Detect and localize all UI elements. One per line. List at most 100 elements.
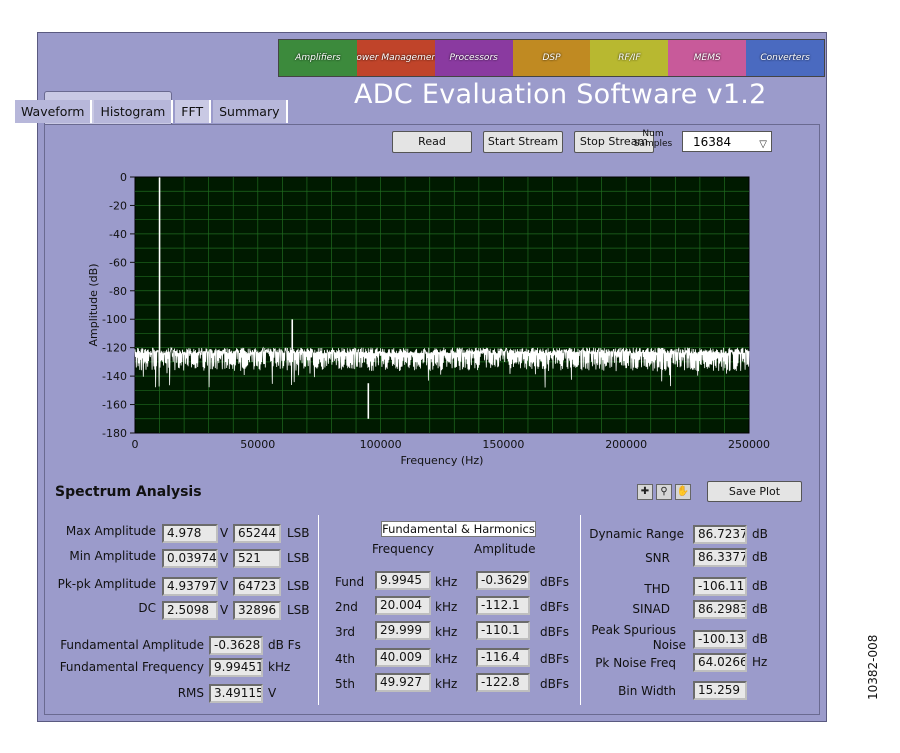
max-amplitude-lsb-field: 65244	[233, 524, 281, 543]
banner-segment: Power Management	[356, 40, 435, 76]
tab-summary[interactable]: Summary	[213, 100, 288, 123]
fundamental-amplitude-unit: dB Fs	[268, 638, 301, 652]
amplitude-header: Amplitude	[474, 542, 536, 556]
fundamental-harmonics-title: Fundamental & Harmonics	[381, 521, 536, 537]
peak-spurious-unit: dB	[752, 632, 768, 646]
max-amplitude-lsb-unit: LSB	[287, 526, 310, 540]
fundamental-frequency-field: 9.99451	[209, 658, 263, 677]
pkpk-amplitude-lsb-unit: LSB	[287, 579, 310, 593]
harmonic-amplitude-field: -112.1	[476, 596, 530, 615]
harmonic-amplitude-unit: dBFs	[540, 575, 570, 589]
dc-lsb-field: 32896	[233, 601, 281, 620]
banner-segment: Converters	[746, 40, 825, 76]
snr-field: 86.3377	[693, 548, 747, 567]
harmonic-frequency-field: 20.004	[375, 596, 431, 615]
pkpk-amplitude-v-field: 4.93797	[162, 577, 218, 596]
min-amplitude-lsb-field: 521	[233, 549, 281, 568]
harmonic-frequency-field: 29.999	[375, 621, 431, 640]
harmonic-amplitude-unit: dBFs	[540, 652, 570, 666]
min-amplitude-v-unit: V	[220, 551, 229, 565]
sinad-field: 86.2983	[693, 600, 747, 619]
fundamental-frequency-unit: kHz	[268, 660, 291, 674]
snr-label: SNR	[645, 551, 670, 565]
fundamental-amplitude-label: Fundamental Amplitude	[60, 638, 204, 652]
pan-hand-icon[interactable]: ✋	[675, 484, 691, 500]
harmonic-frequency-unit: kHz	[435, 625, 458, 639]
frequency-header: Frequency	[372, 542, 434, 556]
min-amplitude-label: Min Amplitude	[69, 549, 156, 563]
pk-noise-freq-unit: Hz	[752, 655, 768, 669]
rms-field: 3.49115	[209, 684, 263, 703]
harmonic-frequency-unit: kHz	[435, 652, 458, 666]
harmonic-label: Fund	[335, 575, 365, 589]
harmonic-frequency-unit: kHz	[435, 677, 458, 691]
dynamic-range-label: Dynamic Range	[589, 527, 684, 541]
figure-id: 10382-008	[866, 634, 880, 700]
harmonic-label: 3rd	[335, 625, 355, 639]
harmonic-frequency-unit: kHz	[435, 600, 458, 614]
dynamic-range-unit: dB	[752, 527, 768, 541]
banner-segment: RF/IF	[590, 40, 669, 76]
rms-label: RMS	[177, 686, 204, 700]
banner-segment: Processors	[434, 40, 513, 76]
banner-segment: DSP	[512, 40, 591, 76]
banner-segment: Amplifiers	[279, 40, 357, 76]
dropdown-arrow-icon[interactable]: ▽	[759, 139, 767, 150]
thd-unit: dB	[752, 579, 768, 593]
dc-v-unit: V	[220, 603, 229, 617]
harmonic-amplitude-unit: dBFs	[540, 677, 570, 691]
harmonic-label: 2nd	[335, 600, 358, 614]
harmonic-amplitude-unit: dBFs	[540, 625, 570, 639]
data-capture-panel	[44, 124, 820, 715]
harmonic-amplitude-field: -116.4	[476, 648, 530, 667]
num-samples-value: 16384	[693, 135, 732, 149]
dc-label: DC	[138, 601, 156, 615]
max-amplitude-label: Max Amplitude	[65, 524, 156, 538]
save-plot-button[interactable]: Save Plot	[707, 481, 802, 502]
product-banner: AmplifiersPower ManagementProcessorsDSPR…	[278, 39, 825, 77]
pk-noise-freq-label: Pk Noise Freq	[595, 656, 676, 670]
peak-spurious-noise-label: Noise	[652, 638, 686, 652]
max-amplitude-v-field: 4.978	[162, 524, 218, 543]
sinad-unit: dB	[752, 602, 768, 616]
snr-unit: dB	[752, 550, 768, 564]
fundamental-amplitude-field: -0.36289	[209, 636, 263, 655]
pk-noise-freq-field: 64.0266	[693, 653, 747, 672]
start-stream-button[interactable]: Start Stream	[483, 131, 563, 153]
zoom-icon[interactable]: ⚲	[656, 484, 672, 500]
column-divider	[580, 515, 581, 705]
harmonic-label: 5th	[335, 677, 355, 691]
spectrum-analysis-title: Spectrum Analysis	[55, 484, 202, 500]
pkpk-amplitude-v-unit: V	[220, 579, 229, 593]
tab-histogram[interactable]: Histogram	[94, 100, 174, 123]
thd-field: -106.11	[693, 577, 747, 596]
harmonic-label: 4th	[335, 652, 355, 666]
harmonic-frequency-field: 49.927	[375, 673, 431, 692]
crosshair-icon[interactable]: ✚	[637, 484, 653, 500]
sinad-label: SINAD	[632, 602, 670, 616]
pkpk-amplitude-lsb-field: 64723	[233, 577, 281, 596]
subtab-bar: Waveform Histogram FFT Summary	[15, 100, 290, 123]
harmonic-frequency-unit: kHz	[435, 575, 458, 589]
harmonic-amplitude-field: -122.8	[476, 673, 530, 692]
bin-width-field: 15.259	[693, 681, 747, 700]
rms-unit: V	[268, 686, 277, 700]
tab-waveform[interactable]: Waveform	[15, 100, 93, 123]
num-samples-label: Num Samples	[633, 129, 673, 149]
column-divider	[318, 515, 319, 705]
tab-fft[interactable]: FFT	[175, 100, 212, 123]
max-amplitude-v-unit: V	[220, 526, 229, 540]
harmonic-amplitude-unit: dBFs	[540, 600, 570, 614]
harmonic-frequency-field: 40.009	[375, 648, 431, 667]
pkpk-amplitude-label: Pk-pk Amplitude	[57, 577, 156, 591]
banner-segment: MEMS	[668, 40, 747, 76]
bin-width-label: Bin Width	[618, 684, 676, 698]
dc-lsb-unit: LSB	[287, 603, 310, 617]
fundamental-frequency-label: Fundamental Frequency	[59, 660, 204, 674]
read-button[interactable]: Read	[392, 131, 472, 153]
app-title: ADC Evaluation Software v1.2	[354, 79, 767, 110]
num-samples-select[interactable]: 16384 ▽	[682, 131, 772, 152]
harmonic-amplitude-field: -0.3629	[476, 571, 530, 590]
harmonic-amplitude-field: -110.1	[476, 621, 530, 640]
stop-stream-button[interactable]: Stop Stream	[574, 131, 654, 153]
